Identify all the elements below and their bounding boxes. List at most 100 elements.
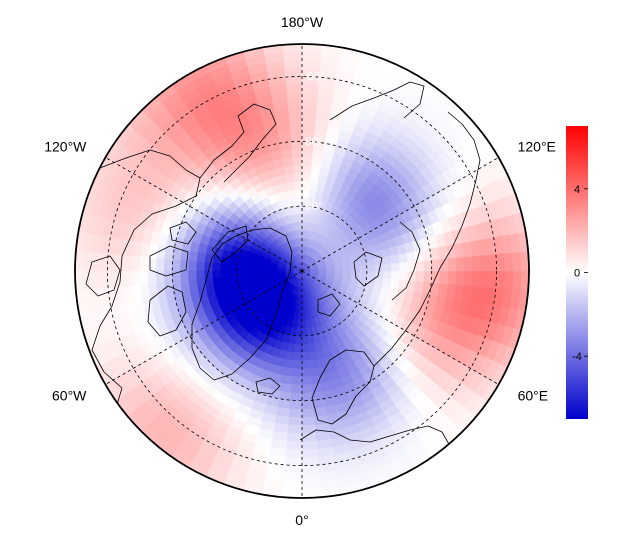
longitude-label: 60°E: [518, 388, 549, 404]
anomaly-cell: [292, 165, 303, 175]
anomaly-cell: [301, 448, 319, 458]
anomaly-cell: [285, 84, 303, 94]
anomaly-cell: [333, 270, 343, 275]
anomaly-cell: [301, 108, 317, 118]
baffin-coastline: [147, 285, 187, 337]
anomaly-cell: [390, 262, 400, 272]
anomaly-cell: [82, 270, 93, 291]
anomaly-cell: [287, 342, 296, 353]
greenland-coastline: [191, 227, 293, 381]
anomaly-cell: [281, 157, 294, 168]
anomaly-cell: [301, 367, 312, 377]
anomaly-cell: [325, 270, 335, 275]
anomaly-cell: [293, 173, 303, 183]
anomaly-cell: [430, 258, 441, 272]
anomaly-cell: [358, 270, 368, 278]
colorbar: 4 0 -4: [566, 126, 588, 419]
anomaly-cell: [212, 270, 222, 280]
anomaly-cell: [98, 252, 109, 272]
anomaly-cell: [301, 51, 322, 62]
anomaly-cell: [294, 189, 303, 199]
anomaly-cell: [447, 257, 457, 272]
anomaly-cell: [163, 270, 174, 284]
anomaly-cell: [196, 261, 206, 272]
anomaly-cell: [291, 375, 303, 385]
anomaly-cell: [374, 263, 384, 272]
anomaly-cell: [381, 277, 392, 287]
anomaly-cell: [301, 213, 308, 223]
anomaly-cell: [301, 157, 313, 167]
meridian-line: [301, 157, 499, 272]
anomaly-cell: [414, 270, 424, 282]
anomaly-cell: [288, 124, 303, 135]
longitude-label: 120°W: [44, 139, 87, 155]
anomaly-cell: [188, 270, 198, 282]
anomaly-cell: [188, 250, 199, 263]
anomaly-cell: [438, 270, 449, 285]
anomaly-cell: [290, 391, 303, 402]
anomaly-cell: [471, 270, 481, 287]
north-america-coastline: [79, 149, 201, 421]
svalbard-coastline: [317, 293, 341, 317]
anomaly-cell: [301, 375, 313, 385]
anomaly-cell: [366, 264, 376, 272]
anomaly-cell: [398, 261, 408, 272]
anomaly-cell: [236, 264, 246, 272]
eurasia-coastline: [373, 111, 481, 367]
longitude-label: 60°W: [52, 388, 87, 404]
anomaly-cell: [290, 140, 303, 151]
anomaly-cell: [288, 407, 303, 418]
anomaly-cell: [301, 359, 311, 369]
anomaly-cell: [98, 270, 109, 290]
anomaly-cell: [228, 270, 238, 278]
anomaly-cell: [283, 67, 303, 78]
anomaly-cell: [212, 262, 222, 272]
anomaly-cell: [311, 149, 324, 160]
anomaly-cell: [204, 253, 215, 264]
anomaly-cell: [495, 252, 506, 272]
anomaly-cell: [289, 399, 303, 410]
anomaly-cell: [285, 448, 303, 458]
anomaly-cell: [163, 258, 174, 272]
latitude-labels: 60° 60° 90°: [305, 69, 325, 213]
anomaly-cell: [301, 84, 319, 94]
anomaly-cell: [131, 270, 141, 287]
anomaly-cell: [298, 294, 303, 304]
anomaly-cell: [455, 270, 465, 286]
anomaly-cell: [397, 252, 408, 263]
anomaly-cell: [301, 59, 321, 70]
anomaly-cell: [284, 76, 303, 86]
victoria-coastline: [149, 245, 189, 277]
anomaly-cell: [287, 424, 303, 434]
anomaly-field: [75, 44, 529, 498]
taymyr-coastline: [391, 221, 421, 301]
anomaly-cell: [463, 255, 473, 272]
anomaly-cell: [294, 343, 303, 353]
anomaly-cell: [301, 407, 316, 418]
anomaly-cell: [438, 257, 449, 272]
anomaly-cell: [310, 366, 321, 377]
latitude-circle: [236, 205, 368, 337]
anomaly-cell: [196, 270, 206, 281]
anomaly-cell: [147, 270, 157, 285]
anomaly-cell: [342, 270, 351, 276]
anomaly-cell: [301, 464, 321, 475]
anomaly-cell: [188, 260, 198, 272]
anomaly-cell: [115, 254, 125, 272]
anomaly-cell: [286, 100, 303, 110]
anomaly-cell: [269, 267, 279, 272]
anomaly-cell: [495, 270, 506, 290]
chukotka-coastline: [329, 81, 425, 121]
novaya-zemlya-coastline: [353, 251, 383, 287]
anomaly-cell: [283, 472, 303, 483]
anomaly-cell: [180, 260, 190, 272]
anomaly-cell: [487, 253, 497, 272]
anomaly-cell: [310, 374, 323, 385]
meridian-line: [105, 270, 303, 385]
anomaly-cell: [301, 173, 311, 183]
anomaly-cell: [180, 270, 190, 282]
colorbar-tick-label: -4: [572, 351, 582, 363]
latitude-circle: [171, 140, 433, 402]
anomaly-cell: [283, 464, 303, 475]
anomaly-cell: [301, 149, 313, 159]
